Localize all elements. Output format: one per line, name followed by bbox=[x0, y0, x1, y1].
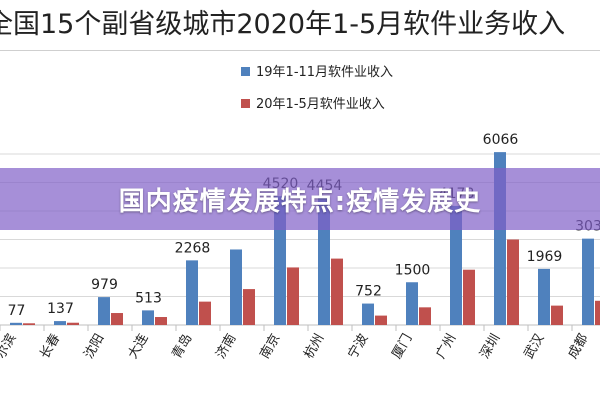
data-label: 979 bbox=[91, 277, 118, 293]
x-tick-label: 青岛 bbox=[169, 331, 196, 362]
bar-series1 bbox=[10, 322, 22, 325]
x-tick-label: 南京 bbox=[257, 331, 284, 362]
bar-series1 bbox=[362, 303, 374, 325]
data-label: 1969 bbox=[527, 249, 563, 265]
x-tick-label: 深圳 bbox=[477, 332, 503, 362]
bar-series1 bbox=[582, 238, 594, 325]
bar-series2 bbox=[507, 239, 519, 325]
bar-series2 bbox=[23, 323, 35, 325]
bar-series2 bbox=[67, 322, 79, 325]
bar-series1 bbox=[186, 260, 198, 325]
bar-series2 bbox=[375, 315, 387, 325]
x-tick-label: 杭州 bbox=[301, 332, 327, 362]
x-tick-label: 济南 bbox=[213, 331, 240, 362]
legend-label: 20年1-5月软件业收入 bbox=[256, 97, 385, 112]
bar-series1 bbox=[538, 268, 550, 325]
bar-series2 bbox=[419, 307, 431, 325]
x-tick-label: 宁波 bbox=[345, 331, 372, 362]
chart-title: 全国15个副省级城市2020年1-5月软件业务收入 bbox=[0, 0, 600, 51]
x-tick-label: 长春 bbox=[37, 332, 63, 362]
data-label: 137 bbox=[47, 301, 74, 317]
bar-series1 bbox=[54, 321, 66, 325]
bar-series2 bbox=[287, 267, 299, 325]
x-tick-label: 武汉 bbox=[521, 332, 547, 362]
overlay-banner: 国内疫情发展特点:疫情发展史 bbox=[0, 168, 600, 230]
x-tick-label: 尔滨 bbox=[0, 331, 19, 362]
bar-series1 bbox=[406, 282, 418, 325]
chart-title-text: 全国15个副省级城市2020年1-5月软件业务收入 bbox=[0, 9, 566, 40]
bar-series2 bbox=[155, 317, 167, 325]
x-tick-label: 广州 bbox=[433, 332, 459, 362]
data-label: 77 bbox=[8, 303, 26, 319]
banner-text: 国内疫情发展特点:疫情发展史 bbox=[118, 186, 482, 217]
bar-series2 bbox=[199, 301, 211, 325]
data-label: 752 bbox=[355, 284, 382, 300]
bar-series1 bbox=[230, 249, 242, 325]
legend-swatch bbox=[241, 99, 250, 108]
data-label: 1500 bbox=[395, 262, 431, 278]
legend-swatch bbox=[241, 67, 250, 76]
bar-series2 bbox=[111, 313, 123, 325]
x-tick-label: 厦门 bbox=[389, 332, 415, 362]
bar-series1 bbox=[98, 297, 110, 325]
data-label: 513 bbox=[135, 290, 162, 306]
legend-label: 19年1-11月软件业收入 bbox=[256, 65, 393, 80]
bar-series1 bbox=[450, 205, 462, 325]
x-tick-label: 成都 bbox=[565, 332, 591, 362]
bar-series1 bbox=[142, 310, 154, 325]
x-tick-label: 大连 bbox=[125, 331, 152, 362]
bar-series2 bbox=[551, 305, 563, 325]
bar-series2 bbox=[331, 258, 343, 325]
x-tick-label: 沈阳 bbox=[81, 332, 107, 362]
bar-series2 bbox=[243, 289, 255, 325]
data-label: 6066 bbox=[483, 132, 519, 148]
bar-series2 bbox=[595, 300, 600, 325]
data-label: 2268 bbox=[175, 240, 211, 256]
bar-series2 bbox=[463, 269, 475, 325]
